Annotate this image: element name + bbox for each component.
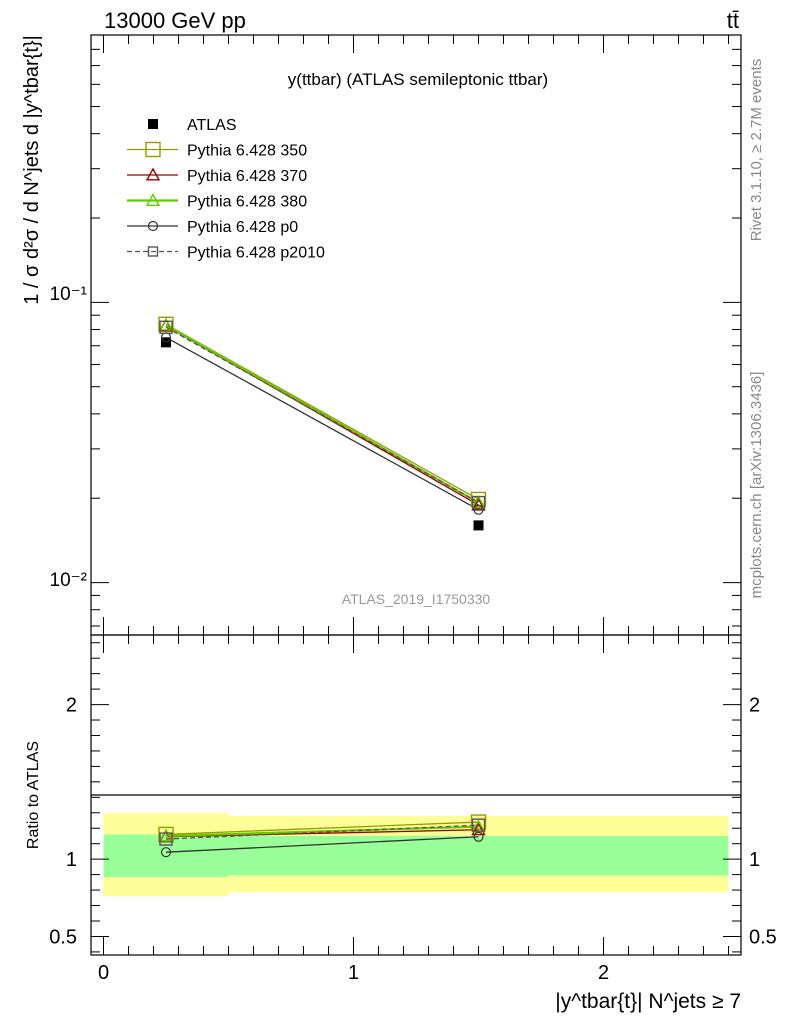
pythia-6-428-370-point	[471, 497, 486, 511]
legend-label-pythia-6-428-p2010: Pythia 6.428 p2010	[187, 245, 325, 262]
ratio-pythia-6-428-p0-line	[165, 836, 479, 853]
ratio-y-tick-labels: 0.5 0.5 1 1 2 2	[49, 695, 777, 949]
legend-label-pythia-6-428-350: Pythia 6.428 350	[187, 143, 307, 160]
ratio-y-tick-label-right: 2	[749, 695, 760, 717]
main-y-axis-label: 1 / σ d²σ / d N^jets d |y^tbar{t}|	[21, 35, 43, 305]
ratio-pythia-6-428-380-point	[158, 828, 174, 842]
mcplots-label: mcplots.cern.ch [arXiv:1306.3436]	[748, 372, 765, 599]
x-tick-label: 1	[348, 962, 359, 984]
ratio-frame	[90, 634, 742, 956]
ratio-uncertainty-bands	[103, 812, 729, 897]
legend-marker-pythia-6-428-380	[145, 193, 161, 207]
main-ticks	[91, 34, 741, 635]
x-axis-label: |y^tbar{t}| N^jets ≥ 7	[555, 990, 741, 1013]
ratio-series-markers	[158, 814, 487, 858]
ratio-y-tick-label: 1	[66, 849, 77, 871]
y-tick-label-0.01: 10⁻²	[50, 570, 88, 591]
ratio-panel: 0.5 0.5 1 1 2 2 0 1 2 Ratio to ATLAS |y^tbar{t}…	[25, 634, 777, 1013]
x-tick-labels: 0 1 2	[98, 962, 609, 984]
ratio-ticks	[91, 635, 741, 955]
main-series-markers	[158, 316, 487, 531]
ratio-pythia-6-428-370-point	[471, 822, 486, 836]
pythia-6-428-380-point	[471, 495, 486, 509]
energy-label: 13000 GeV pp	[104, 8, 246, 33]
legend-marker-atlas	[148, 119, 158, 129]
pythia-6-428-380-point	[158, 317, 174, 331]
pythia-6-428-p0-line	[165, 336, 479, 511]
pythia-6-428-p0-point	[473, 504, 484, 515]
ratio-pythia-6-428-350-line	[165, 821, 479, 836]
legend-marker-pythia-6-428-350	[145, 141, 161, 158]
legend-label-atlas: ATLAS	[187, 117, 237, 134]
atlas-point	[473, 520, 484, 531]
main-title: y(ttbar) (ATLAS semileptonic ttbar)	[288, 70, 548, 89]
main-series-lines	[165, 323, 480, 511]
ratio-y-tick-label-right: 0.5	[749, 926, 777, 948]
ratio-pythia-6-428-p2010-point	[471, 818, 486, 832]
pythia-6-428-p2010-line	[165, 326, 479, 504]
rivet-label: Rivet 3.1.10, ≥ 2.7M events	[748, 59, 765, 242]
pythia-6-428-350-point	[158, 316, 174, 333]
legend-label-pythia-6-428-380: Pythia 6.428 380	[187, 194, 307, 211]
process-label: tt̄	[727, 8, 739, 33]
pythia-6-428-p2010-point	[471, 495, 486, 510]
legend-marker-pythia-6-428-p2010	[147, 246, 159, 257]
legend-marker-pythia-6-428-p0	[147, 220, 159, 232]
ratio-pythia-6-428-p2010-line	[165, 824, 479, 840]
ratio-green-band	[228, 835, 729, 876]
pythia-6-428-350-point	[470, 491, 487, 508]
x-tick-label: 0	[98, 962, 109, 984]
ratio-y-tick-label: 0.5	[49, 926, 77, 948]
x-tick-label: 2	[598, 962, 609, 984]
ratio-pythia-6-428-p0-point	[160, 847, 172, 858]
legend-marker-pythia-6-428-370	[145, 167, 161, 181]
legend-label-pythia-6-428-370: Pythia 6.428 370	[187, 168, 307, 185]
ratio-pythia-6-428-370-line	[165, 829, 479, 838]
ratio-y-axis-label: Ratio to ATLAS	[25, 741, 42, 849]
ratio-y-tick-label-right: 1	[749, 849, 760, 871]
legend: ATLAS Pythia 6.428 350 Pythia 6.428 370 Pyt…	[127, 117, 325, 262]
ratio-pythia-6-428-p0-point	[473, 831, 484, 842]
watermark: ATLAS_2019_I1750330	[342, 591, 491, 607]
ratio-pythia-6-428-350-point	[470, 814, 487, 830]
ratio-pythia-6-428-380-line	[165, 825, 479, 838]
ratio-pythia-6-428-p2010-point	[159, 832, 173, 846]
main-panel: y(ttbar) (ATLAS semileptonic ttbar) ATLA…	[21, 34, 742, 636]
legend-label-pythia-6-428-p0: Pythia 6.428 p0	[187, 219, 298, 236]
ratio-y-tick-label: 2	[66, 695, 77, 717]
pythia-6-428-p2010-point	[159, 320, 173, 334]
ratio-series-lines	[165, 821, 479, 853]
y-tick-label-0.1: 10⁻¹	[50, 284, 88, 305]
